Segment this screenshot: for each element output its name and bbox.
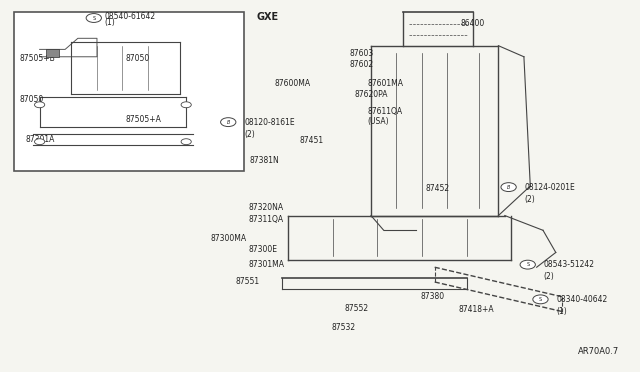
Text: 87050: 87050: [125, 54, 150, 63]
Text: AR70A0.7: AR70A0.7: [579, 347, 620, 356]
Text: (2): (2): [244, 130, 255, 139]
Circle shape: [501, 183, 516, 192]
Text: 08543-51242: 08543-51242: [543, 260, 595, 269]
Text: 87380: 87380: [420, 292, 445, 301]
Circle shape: [520, 260, 536, 269]
Bar: [14, 13, 244, 171]
Circle shape: [35, 102, 45, 108]
Text: 08540-61642: 08540-61642: [104, 12, 156, 22]
Text: 87601MA: 87601MA: [367, 79, 403, 88]
Text: 87451: 87451: [300, 137, 324, 145]
Text: B: B: [227, 120, 230, 125]
Text: (USA): (USA): [367, 117, 388, 126]
Circle shape: [221, 118, 236, 126]
Text: (2): (2): [525, 195, 535, 204]
Text: B: B: [507, 185, 510, 190]
Text: 87505+A: 87505+A: [125, 115, 161, 124]
Text: 87301A: 87301A: [26, 135, 55, 144]
Text: 87603: 87603: [350, 49, 374, 58]
Circle shape: [533, 295, 548, 304]
Text: 87620PA: 87620PA: [355, 90, 388, 99]
Circle shape: [35, 139, 45, 145]
Text: (1): (1): [104, 18, 115, 27]
Text: (2): (2): [543, 272, 554, 281]
Text: 87050: 87050: [19, 95, 44, 104]
Circle shape: [86, 13, 101, 22]
Text: 87551: 87551: [236, 278, 260, 286]
Circle shape: [181, 102, 191, 108]
Text: 87452: 87452: [425, 185, 449, 193]
Text: GXE: GXE: [256, 13, 278, 22]
Text: 87300MA: 87300MA: [211, 234, 246, 243]
Text: 87300E: 87300E: [248, 245, 278, 254]
Text: (1): (1): [556, 307, 567, 316]
Text: 87532: 87532: [332, 323, 356, 331]
Text: 87381N: 87381N: [250, 156, 280, 166]
Text: 87505+B: 87505+B: [19, 54, 55, 63]
Circle shape: [181, 139, 191, 145]
Text: 08124-0201E: 08124-0201E: [525, 183, 575, 192]
Text: S: S: [92, 16, 95, 20]
Text: S: S: [526, 262, 529, 267]
Text: 08340-40642: 08340-40642: [556, 295, 607, 304]
Text: 86400: 86400: [460, 19, 484, 28]
Text: 87552: 87552: [344, 304, 369, 313]
Text: S: S: [539, 297, 542, 302]
Text: 87602: 87602: [350, 60, 374, 70]
Text: 87418+A: 87418+A: [459, 305, 495, 314]
Text: 87311QA: 87311QA: [248, 215, 284, 224]
Text: 87301MA: 87301MA: [248, 260, 285, 269]
Bar: [46, 49, 59, 57]
Text: 87320NA: 87320NA: [248, 203, 284, 212]
Text: 08120-8161E: 08120-8161E: [244, 118, 295, 126]
Text: 87600MA: 87600MA: [274, 79, 310, 88]
Text: 87611QA: 87611QA: [367, 107, 403, 116]
